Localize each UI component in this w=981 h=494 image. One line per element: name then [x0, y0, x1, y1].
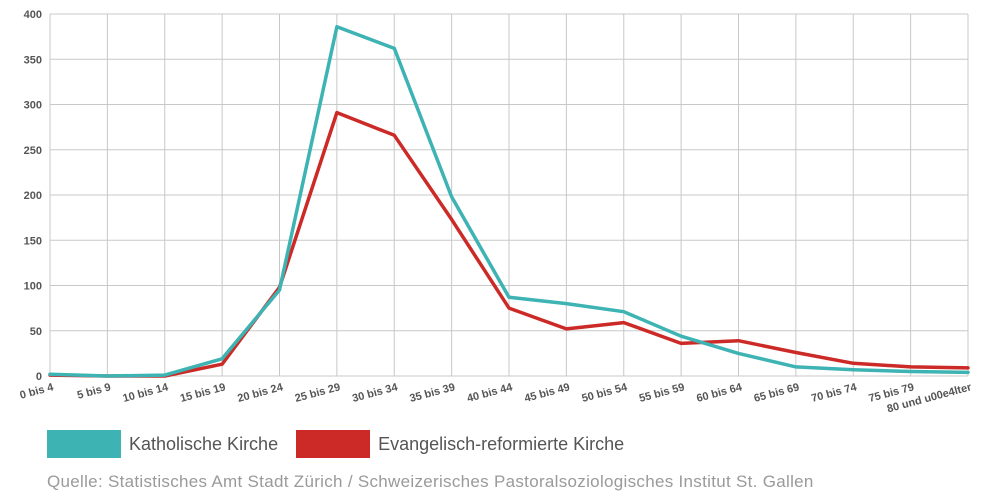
legend-swatch	[296, 430, 371, 458]
x-tick-label: 30 bis 34	[351, 381, 400, 405]
y-tick-label: 0	[36, 371, 42, 383]
x-tick-label: 20 bis 24	[236, 381, 285, 405]
line-chart: 0 50 100 150 200 250 300 350 400 0 bis 4 5 bis 9 1…	[19, 9, 974, 415]
x-tick-label: 40 bis 44	[466, 381, 515, 405]
legend-swatch	[47, 430, 121, 458]
y-tick-label: 350	[24, 54, 42, 66]
source-note: Quelle: Statistisches Amt Stadt Zürich /…	[47, 472, 814, 491]
series-lines	[48, 24, 970, 378]
x-tick-label: 60 bis 64	[695, 381, 744, 405]
series-line-1	[48, 110, 970, 378]
y-tick-label: 200	[24, 190, 42, 202]
x-tick-label: 5 bis 9	[76, 381, 112, 401]
x-tick-label: 35 bis 39	[408, 381, 456, 405]
legend-label: Evangelisch-reformierte Kirche	[378, 433, 625, 454]
y-tick-label: 100	[24, 281, 42, 293]
y-tick-label: 400	[24, 9, 42, 21]
x-tick-label: 65 bis 69	[753, 381, 801, 405]
legend-label: Katholische Kirche	[129, 433, 279, 454]
series-line-0	[48, 24, 970, 378]
y-tick-label: 150	[24, 235, 42, 247]
y-axis: 0 50 100 150 200 250 300 350 400	[24, 9, 42, 383]
y-tick-label: 50	[30, 326, 42, 338]
y-tick-label: 250	[24, 145, 42, 157]
x-axis: 0 bis 4 5 bis 9 10 bis 14 15 bis 19 20 bis 2…	[19, 381, 974, 415]
legend-item-reformiert[interactable]: Evangelisch-reformierte Kirche	[296, 430, 624, 458]
y-tick-label: 300	[24, 100, 42, 112]
x-tick-label: 25 bis 29	[294, 381, 342, 405]
x-tick-label: 70 bis 74	[810, 381, 859, 405]
x-tick-label: 55 bis 59	[638, 381, 686, 405]
x-tick-label: 45 bis 49	[523, 381, 571, 405]
x-tick-label: 50 bis 54	[581, 381, 630, 405]
x-tick-label: 15 bis 19	[179, 381, 227, 405]
legend: Katholische Kirche Evangelisch-reformier…	[47, 430, 642, 458]
legend-item-katholisch[interactable]: Katholische Kirche	[47, 430, 278, 458]
x-tick-label: 0 bis 4	[19, 381, 56, 402]
x-tick-label: 10 bis 14	[122, 381, 171, 405]
grid-lines	[49, 13, 969, 377]
